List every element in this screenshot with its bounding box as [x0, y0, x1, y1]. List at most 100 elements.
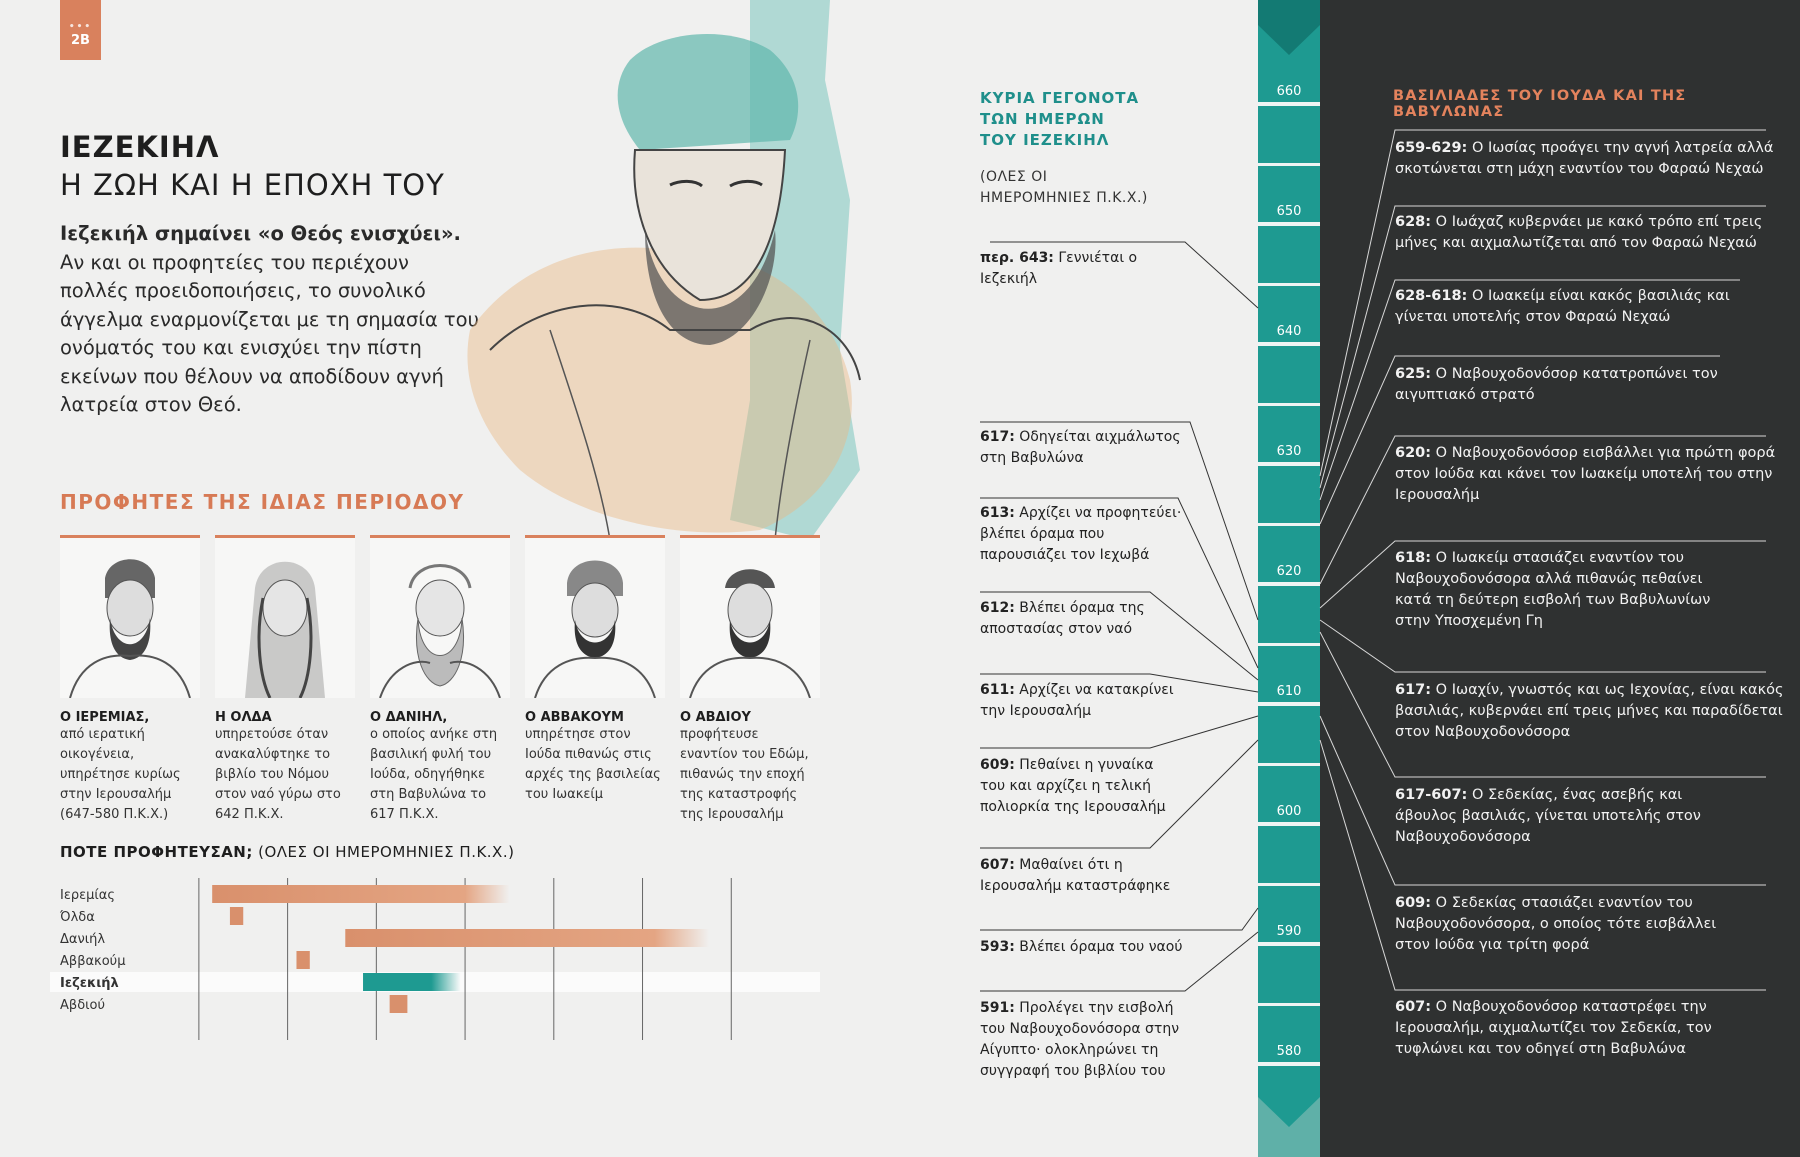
- series-label: Αβδιού: [60, 998, 105, 1013]
- event-text: Προλέγει την εισβολή του Ναβουχοδονόσορα…: [980, 1000, 1180, 1079]
- king-connector-line: [1319, 540, 1766, 609]
- king-item: 618: Ο Ιωακείμ στασιάζει εναντίον του Να…: [1395, 548, 1735, 632]
- event-item: 617: Οδηγείται αιχμάλωτος στη Βαβυλώνα: [980, 427, 1190, 469]
- page-title: ΙΕΖΕΚΙΗΛ: [60, 130, 220, 164]
- king-connector-line: [1319, 715, 1766, 886]
- series-label: Αββακούμ: [60, 954, 125, 969]
- timeline-decade-tick: [1258, 102, 1320, 106]
- king-text: Ο Ιωάχαζ κυβερνάει με κακό τρόπο επί τρε…: [1395, 214, 1763, 251]
- events-dates-note: (ΟΛΕΣ ΟΙ ΗΜΕΡΟΜΗΝΙΕΣ Π.Κ.Χ.): [980, 167, 1148, 209]
- event-text: Βλέπει όραμα του ναού: [1014, 939, 1183, 955]
- king-date: 628-618:: [1395, 288, 1468, 304]
- prophet-card-huldah: Η ΟΛΔΑ υπηρετούσε όταν ανακαλύφτηκε το β…: [215, 535, 355, 825]
- event-connector-line: [980, 715, 1259, 749]
- king-connector-line: [1319, 739, 1766, 991]
- king-date: 607:: [1395, 999, 1432, 1015]
- prophet-name: Η ΟΛΔΑ: [215, 710, 272, 725]
- prophet-card-obadiah: Ο ΑΒΔΙΟΥ προφήτευσε εναντίον του Εδώμ, π…: [680, 535, 820, 825]
- prophet-bar: [212, 885, 510, 903]
- prophet-bar: [345, 929, 710, 947]
- king-date: 618:: [1395, 550, 1432, 566]
- prophet-name: Ο ΔΑΝΙΗΛ,: [370, 710, 448, 725]
- event-date: 591:: [980, 1000, 1015, 1016]
- event-date: 612:: [980, 600, 1015, 616]
- events-note-line: ΗΜΕΡΟΜΗΝΙΕΣ Π.Κ.Χ.): [980, 190, 1148, 206]
- king-text: Ο Σεδεκίας, ένας ασεβής και άβουλος βασι…: [1395, 787, 1701, 845]
- event-date: 593:: [980, 939, 1015, 955]
- king-date: 625:: [1395, 366, 1432, 382]
- timeline-decade-tick: [1258, 702, 1320, 706]
- king-date: 609:: [1395, 895, 1432, 911]
- timeline-year-label: 590: [1276, 924, 1302, 939]
- prophet-name: Ο ΙΕΡΕΜΙΑΣ,: [60, 710, 150, 725]
- king-text: Ο Ναβουχοδονόσορ καταστρέφει την Ιερουσα…: [1395, 999, 1712, 1057]
- prophet-card-bar: [215, 535, 355, 538]
- jeremiah-portrait: [60, 538, 200, 699]
- king-text: Ο Ναβουχοδονόσορ εισβάλλει για πρώτη φορ…: [1395, 445, 1776, 503]
- timeline-decade-tick: [1258, 462, 1320, 466]
- timeline-decade-tick: [1258, 822, 1320, 826]
- page-number: 2B: [71, 33, 90, 48]
- prophets-timeline-chart: Ιερεμίας Όλδα Δανιήλ Αββακούμ Ιεζεκιήλ Αβδιού…: [50, 878, 820, 1040]
- when-chart-title-rest: (ΟΛΕΣ ΟΙ ΗΜΕΡΟΜΗΝΙΕΣ Π.Κ.Χ.): [252, 843, 515, 861]
- prophet-description: υπηρέτησε στον Ιούδα πιθανώς στις αρχές …: [525, 727, 661, 802]
- king-item: 609: Ο Σεδεκίας στασιάζει εναντίον του Ν…: [1395, 893, 1735, 956]
- obadiah-portrait: [680, 538, 820, 699]
- event-item: περ. 643: Γεννιέται ο Ιεζεκιήλ: [980, 248, 1190, 290]
- king-text: Ο Ναβουχοδονόσορ κατατροπώνει τον αιγυπτ…: [1395, 366, 1718, 403]
- event-item: 611: Αρχίζει να κατακρίνει την Ιερουσαλή…: [980, 680, 1180, 722]
- timeline-top-chevron: [1258, 0, 1320, 55]
- intro-bold: Ιεζεκιήλ σημαίνει «ο Θεός ενισχύει».: [60, 222, 461, 245]
- timeline-year-label: 630: [1276, 444, 1302, 459]
- timeline-year-label: 580: [1276, 1044, 1302, 1059]
- events-note-line: (ΟΛΕΣ ΟΙ: [980, 169, 1048, 185]
- event-text: Πεθαίνει η γυναίκα του και αρχίζει η τελ…: [980, 757, 1166, 815]
- event-date: 611:: [980, 682, 1015, 698]
- series-label: Ιερεμίας: [60, 888, 115, 903]
- event-connector-line: [980, 907, 1259, 931]
- when-chart-title-bold: ΠΟΤΕ ΠΡΟΦΗΤΕΥΣΑΝ;: [60, 843, 253, 861]
- timeline-year-label: 640: [1276, 324, 1302, 339]
- king-date: 659-629:: [1395, 140, 1468, 156]
- king-connector-line: [1319, 355, 1720, 525]
- timeline-half-decade-tick: [1258, 1003, 1320, 1006]
- series-label: Όλδα: [59, 910, 95, 925]
- event-connector-line: [980, 931, 1259, 992]
- timeline-half-decade-tick: [1258, 523, 1320, 526]
- prophet-card-bar: [60, 535, 200, 538]
- timeline-decade-tick: [1258, 942, 1320, 946]
- event-connector-line: [980, 739, 1259, 849]
- timeline-decade-tick: [1258, 582, 1320, 586]
- event-item: 593: Βλέπει όραμα του ναού: [980, 937, 1210, 958]
- event-item: 607: Μαθαίνει ότι η Ιερουσαλήμ καταστράφ…: [980, 855, 1175, 897]
- event-text: Οδηγείται αιχμάλωτος στη Βαβυλώνα: [980, 429, 1181, 466]
- prophet-bar: [389, 995, 408, 1013]
- habakkuk-portrait: [525, 538, 665, 699]
- king-date: 628:: [1395, 214, 1432, 230]
- king-connector-line: [1319, 205, 1766, 489]
- prophet-card-habakkuk: Ο ΑΒΒΑΚΟΥΜ υπηρέτησε στον Ιούδα πιθανώς …: [525, 535, 665, 805]
- huldah-portrait: [215, 538, 355, 699]
- prophet-card-daniel: Ο ΔΑΝΙΗΛ, ο οποίος ανήκε στη βασιλική φυ…: [370, 535, 510, 825]
- prophet-bar: [296, 951, 310, 969]
- timeline-bottom-chevron: [1258, 1097, 1320, 1157]
- timeline-half-decade-tick: [1258, 643, 1320, 646]
- timeline-half-decade-tick: [1258, 763, 1320, 766]
- event-connector-line: [980, 497, 1259, 669]
- series-label: Δανιήλ: [60, 932, 105, 947]
- king-item: 659-629: Ο Ιωσίας προάγει την αγνή λατρε…: [1395, 138, 1785, 180]
- prophet-description: προφήτευσε εναντίον του Εδώμ, πιθανώς τη…: [680, 727, 809, 822]
- prophet-bar: [363, 973, 461, 991]
- timeline-half-decade-tick: [1258, 883, 1320, 886]
- event-date: 609:: [980, 757, 1015, 773]
- event-date: 607:: [980, 857, 1015, 873]
- event-text: Γεννιέται ο Ιεζεκιήλ: [980, 250, 1138, 287]
- timeline-year-label: 610: [1276, 684, 1302, 699]
- page-number-tab: ••• 2B: [60, 0, 101, 60]
- king-text: Ο Ιωακείμ είναι κακός βασιλιάς και γίνετ…: [1395, 288, 1730, 325]
- connector-lines: [980, 129, 1766, 992]
- intro-text: Αν και οι προφητείες του περιέχουν πολλέ…: [60, 250, 479, 417]
- event-date: 617:: [980, 429, 1015, 445]
- prophet-description: από ιερατική οικογένεια, υπηρέτησε κυρίω…: [60, 727, 181, 822]
- when-chart-title: ΠΟΤΕ ΠΡΟΦΗΤΕΥΣΑΝ; (ΟΛΕΣ ΟΙ ΗΜΕΡΟΜΗΝΙΕΣ Π…: [60, 843, 514, 861]
